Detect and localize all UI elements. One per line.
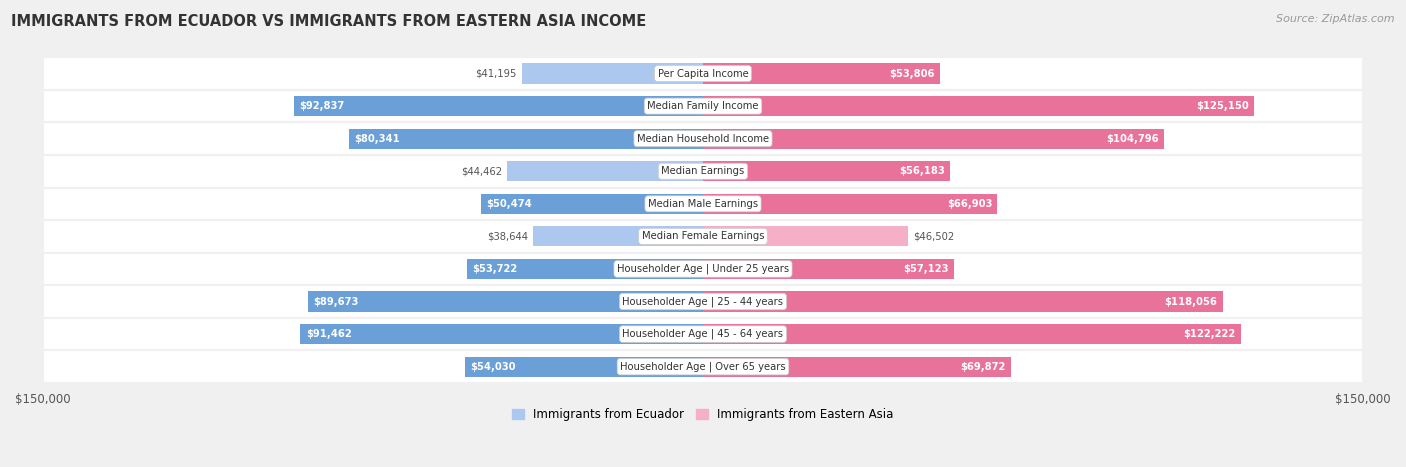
Text: $46,502: $46,502 <box>912 231 955 241</box>
Bar <box>703 226 908 247</box>
Text: $104,796: $104,796 <box>1107 134 1159 144</box>
Bar <box>42 90 1364 122</box>
Text: IMMIGRANTS FROM ECUADOR VS IMMIGRANTS FROM EASTERN ASIA INCOME: IMMIGRANTS FROM ECUADOR VS IMMIGRANTS FR… <box>11 14 647 29</box>
Bar <box>508 161 703 181</box>
Bar <box>703 128 1164 149</box>
Text: $66,903: $66,903 <box>946 199 993 209</box>
Bar <box>42 122 1364 155</box>
Text: $41,195: $41,195 <box>475 69 516 78</box>
Text: $53,722: $53,722 <box>472 264 517 274</box>
Bar <box>533 226 703 247</box>
Text: Householder Age | 45 - 64 years: Householder Age | 45 - 64 years <box>623 329 783 340</box>
Bar <box>42 350 1364 383</box>
Bar <box>703 161 950 181</box>
Bar <box>467 259 703 279</box>
Bar <box>301 324 703 344</box>
Text: Median Household Income: Median Household Income <box>637 134 769 144</box>
Text: $92,837: $92,837 <box>299 101 344 111</box>
Text: Source: ZipAtlas.com: Source: ZipAtlas.com <box>1277 14 1395 24</box>
Text: $53,806: $53,806 <box>889 69 935 78</box>
Text: Householder Age | Under 25 years: Householder Age | Under 25 years <box>617 264 789 274</box>
Text: Median Female Earnings: Median Female Earnings <box>641 231 765 241</box>
Bar <box>350 128 703 149</box>
Bar <box>703 194 997 214</box>
Text: Householder Age | Over 65 years: Householder Age | Over 65 years <box>620 361 786 372</box>
Bar <box>703 64 939 84</box>
Bar <box>703 356 1011 377</box>
Bar <box>703 96 1254 116</box>
Text: $57,123: $57,123 <box>904 264 949 274</box>
Text: $89,673: $89,673 <box>314 297 359 306</box>
Text: $80,341: $80,341 <box>354 134 401 144</box>
Text: $125,150: $125,150 <box>1195 101 1249 111</box>
Text: $118,056: $118,056 <box>1164 297 1218 306</box>
Bar <box>42 57 1364 90</box>
Bar <box>42 155 1364 188</box>
Bar <box>42 188 1364 220</box>
Bar <box>308 291 703 311</box>
Bar <box>522 64 703 84</box>
Bar <box>42 285 1364 318</box>
Legend: Immigrants from Ecuador, Immigrants from Eastern Asia: Immigrants from Ecuador, Immigrants from… <box>508 403 898 425</box>
Bar <box>42 318 1364 350</box>
Text: $91,462: $91,462 <box>305 329 352 339</box>
Bar <box>42 253 1364 285</box>
Text: $38,644: $38,644 <box>486 231 527 241</box>
Text: $44,462: $44,462 <box>461 166 502 176</box>
Bar <box>465 356 703 377</box>
Text: $69,872: $69,872 <box>960 361 1005 372</box>
Text: Median Earnings: Median Earnings <box>661 166 745 176</box>
Bar <box>42 220 1364 253</box>
Text: Median Male Earnings: Median Male Earnings <box>648 199 758 209</box>
Text: Per Capita Income: Per Capita Income <box>658 69 748 78</box>
Text: $56,183: $56,183 <box>900 166 945 176</box>
Bar <box>294 96 703 116</box>
Text: Median Family Income: Median Family Income <box>647 101 759 111</box>
Bar <box>703 259 955 279</box>
Bar <box>481 194 703 214</box>
Bar <box>703 324 1241 344</box>
Text: Householder Age | 25 - 44 years: Householder Age | 25 - 44 years <box>623 296 783 307</box>
Text: $122,222: $122,222 <box>1184 329 1236 339</box>
Bar <box>703 291 1223 311</box>
Text: $50,474: $50,474 <box>486 199 531 209</box>
Text: $54,030: $54,030 <box>471 361 516 372</box>
